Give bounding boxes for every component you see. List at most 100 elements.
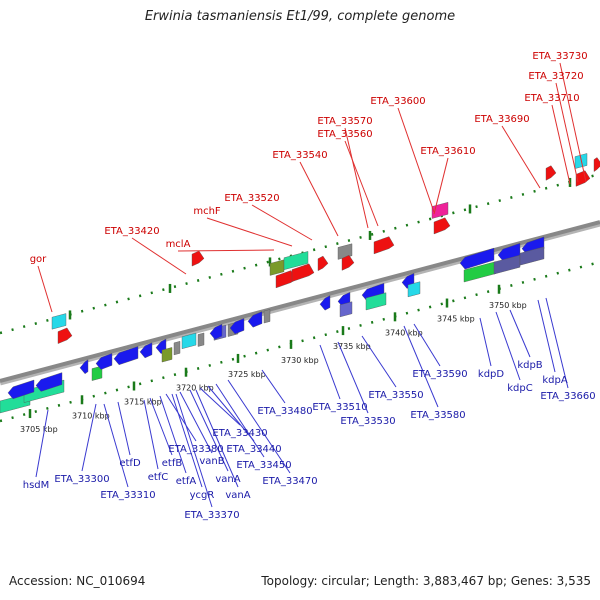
gene-feature[interactable] xyxy=(291,263,315,282)
map-title: Erwinia tasmaniensis Et1/99, complete ge… xyxy=(144,9,456,24)
gene-label-top[interactable]: ETA_33690 xyxy=(474,114,529,125)
gene-label-bottom[interactable]: kdpD xyxy=(478,369,504,380)
leader-line-bottom xyxy=(207,385,255,442)
gene-label-bottom[interactable]: ETA_33510 xyxy=(312,402,367,413)
gene-label-bottom[interactable]: kdpB xyxy=(517,360,542,371)
tick-label: 3715 kbp xyxy=(124,397,162,406)
gene-label-bottom[interactable]: ETA_33430 xyxy=(212,428,267,439)
gene-label-bottom[interactable]: ycgR xyxy=(190,490,215,501)
gene-feature[interactable] xyxy=(407,281,421,298)
gene-label-bottom[interactable]: etfD xyxy=(119,458,141,469)
gene-label-top[interactable]: gor xyxy=(30,254,47,265)
gene-label-top[interactable]: mchF xyxy=(193,206,221,217)
tick-label: 3735 kbp xyxy=(333,342,371,351)
gene-label-top[interactable]: ETA_33520 xyxy=(224,193,279,204)
gene-label-top[interactable]: ETA_33600 xyxy=(370,96,425,107)
gene-feature[interactable] xyxy=(545,165,557,181)
gene-label-top[interactable]: ETA_33610 xyxy=(420,146,475,157)
gene-label-bottom[interactable]: ETA_33470 xyxy=(262,476,317,487)
leader-line-bottom xyxy=(403,325,439,408)
gene-label-bottom[interactable]: ETA_33480 xyxy=(257,406,312,417)
gene-label-bottom[interactable]: ETA_33580 xyxy=(410,410,465,421)
gene-feature[interactable] xyxy=(191,250,205,267)
gene-feature[interactable] xyxy=(247,311,263,328)
leader-line-bottom xyxy=(179,391,213,454)
gene-feature[interactable] xyxy=(433,217,451,235)
gene-label-top[interactable]: ETA_33420 xyxy=(104,226,159,237)
gene-label-bottom[interactable]: ETA_33380 xyxy=(168,444,223,455)
gene-feature[interactable] xyxy=(95,353,113,370)
gene-feature[interactable] xyxy=(269,259,285,276)
leader-line-bottom xyxy=(165,393,197,442)
gene-label-bottom[interactable]: ETA_33660 xyxy=(540,391,595,402)
gene-label-top[interactable]: mclA xyxy=(166,239,191,250)
gene-feature[interactable] xyxy=(139,342,153,359)
gene-label-top[interactable]: ETA_33710 xyxy=(524,93,579,104)
gene-feature[interactable] xyxy=(365,292,387,311)
tick-group: 3705 kbp 3710 kbp 3715 kbp 3720 kbp 3725 kbp… xyxy=(0,172,600,434)
tick-row-bottom xyxy=(0,260,600,423)
gene-feature[interactable] xyxy=(519,246,545,266)
gene-label-bottom[interactable]: ETA_33300 xyxy=(54,474,109,485)
leader-line-bottom xyxy=(171,393,203,488)
gene-label-bottom[interactable]: ETA_33550 xyxy=(368,390,423,401)
gene-feature[interactable] xyxy=(161,347,173,363)
gene-label-bottom[interactable]: kdpA xyxy=(542,375,567,386)
gene-feature[interactable] xyxy=(51,313,67,330)
gene-feature[interactable] xyxy=(339,301,353,318)
gene-feature[interactable] xyxy=(173,341,181,356)
leader-line-top xyxy=(551,104,571,185)
gene-label-bottom[interactable]: etfA xyxy=(176,476,197,487)
gene-label-bottom[interactable]: hsdM xyxy=(23,480,50,491)
gene-label-top[interactable]: ETA_33540 xyxy=(272,150,327,161)
gene-feature[interactable] xyxy=(7,379,35,400)
gene-label-bottom[interactable]: ETA_33450 xyxy=(236,460,291,471)
gene-label-bottom[interactable]: etfB xyxy=(162,458,183,469)
gene-label-top[interactable]: ETA_33560 xyxy=(317,129,372,140)
gene-feature[interactable] xyxy=(229,318,245,335)
gene-label-top[interactable]: ETA_33720 xyxy=(528,71,583,82)
gene-label-bottom[interactable]: ETA_33440 xyxy=(226,444,281,455)
leader-line-bottom xyxy=(537,299,556,373)
gene-label-bottom[interactable]: ETA_33370 xyxy=(184,510,239,521)
gene-feature[interactable] xyxy=(319,295,331,311)
leader-line-top xyxy=(501,125,541,189)
gene-feature[interactable] xyxy=(317,255,329,272)
gene-label-bottom[interactable]: vanA xyxy=(225,490,250,501)
gene-feature[interactable] xyxy=(575,170,591,187)
gene-label-bottom[interactable]: ETA_33590 xyxy=(412,369,467,380)
gene-feature[interactable] xyxy=(493,254,521,275)
leader-line-bottom xyxy=(35,409,49,478)
gene-feature[interactable] xyxy=(373,236,395,255)
leader-line-top xyxy=(344,127,369,229)
gene-label-bottom[interactable]: ETA_33530 xyxy=(340,416,395,427)
gene-feature[interactable] xyxy=(57,327,73,344)
gene-feature[interactable] xyxy=(593,157,600,172)
gene-label-bottom[interactable]: kdpC xyxy=(507,383,532,394)
gene-label-bottom[interactable]: ETA_33310 xyxy=(100,490,155,501)
gene-feature[interactable] xyxy=(181,332,197,350)
gene-feature[interactable] xyxy=(459,247,495,270)
leader-line-top xyxy=(37,265,53,313)
gene-label-bottom[interactable]: vanB xyxy=(199,456,224,467)
leader-line-bottom xyxy=(413,323,441,367)
tick-label: 3740 kbp xyxy=(385,328,423,337)
leader-line-bottom xyxy=(195,389,239,488)
gene-feature[interactable] xyxy=(263,309,271,324)
gene-label-top[interactable]: ETA_33730 xyxy=(532,51,587,62)
gene-feature[interactable] xyxy=(197,332,205,347)
gene-feature[interactable] xyxy=(283,251,309,270)
gene-label-bottom[interactable]: etfC xyxy=(148,472,169,483)
leader-line-bottom xyxy=(509,309,531,358)
leader-line-bottom xyxy=(261,369,286,404)
gene-label-bottom[interactable]: vanA xyxy=(215,474,240,485)
gene-feature[interactable] xyxy=(341,254,355,271)
leader-line-bottom xyxy=(175,393,213,508)
gene-feature[interactable] xyxy=(79,359,89,375)
gene-feature[interactable] xyxy=(35,372,63,392)
gene-label-top[interactable]: ETA_33570 xyxy=(317,116,372,127)
gene-feature[interactable] xyxy=(209,323,223,340)
gene-feature[interactable] xyxy=(113,346,139,366)
leader-line-bottom xyxy=(319,344,341,400)
